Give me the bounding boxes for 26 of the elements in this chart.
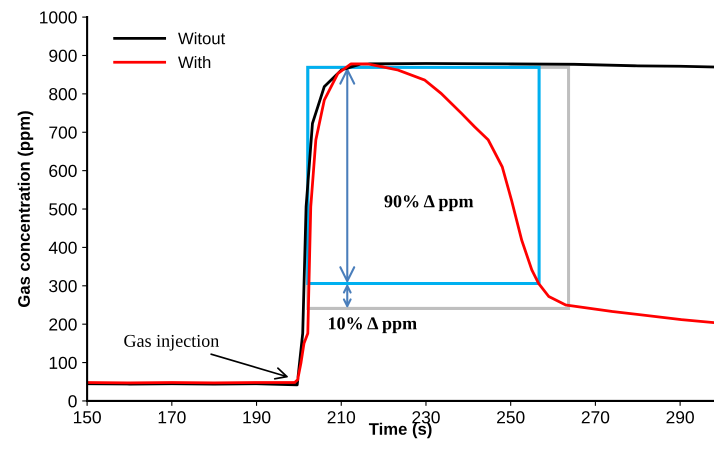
x-axis-title: Time (s) bbox=[368, 422, 432, 438]
y-tick-label: 500 bbox=[49, 203, 77, 216]
x-tick-label: 190 bbox=[243, 411, 270, 424]
x-tick-label: 290 bbox=[666, 411, 694, 424]
y-tick-label: 900 bbox=[49, 50, 77, 62]
y-tick-label: 400 bbox=[48, 242, 77, 254]
x-tick-label: 210 bbox=[328, 411, 356, 424]
y-tick-label: 700 bbox=[49, 126, 77, 139]
y-tick-label: 800 bbox=[49, 88, 77, 100]
y-tick-label: 600 bbox=[49, 164, 77, 178]
y-tick-label: 0 bbox=[68, 395, 77, 408]
x-tick-label: 250 bbox=[497, 411, 524, 424]
x-tick-label: 230 bbox=[412, 411, 440, 424]
x-tick-label: 170 bbox=[158, 411, 186, 424]
y-tick-label: 200 bbox=[49, 318, 77, 331]
legend-label: Witout bbox=[178, 32, 226, 44]
x-tick-label: 270 bbox=[582, 411, 610, 424]
y-tick-label: 1000 bbox=[40, 11, 77, 24]
y-tick-label: 100 bbox=[50, 356, 77, 370]
legend-label: With bbox=[178, 56, 210, 68]
annotation: Gas injection bbox=[124, 334, 220, 351]
x-tick-label: 150 bbox=[74, 411, 101, 424]
y-tick-label: 300 bbox=[49, 280, 77, 292]
y-axis-title: Gas concentration (ppm) bbox=[18, 111, 34, 307]
annotation: 10% Δ ppm bbox=[328, 317, 417, 334]
annotation: 90% Δ ppm bbox=[384, 195, 474, 212]
